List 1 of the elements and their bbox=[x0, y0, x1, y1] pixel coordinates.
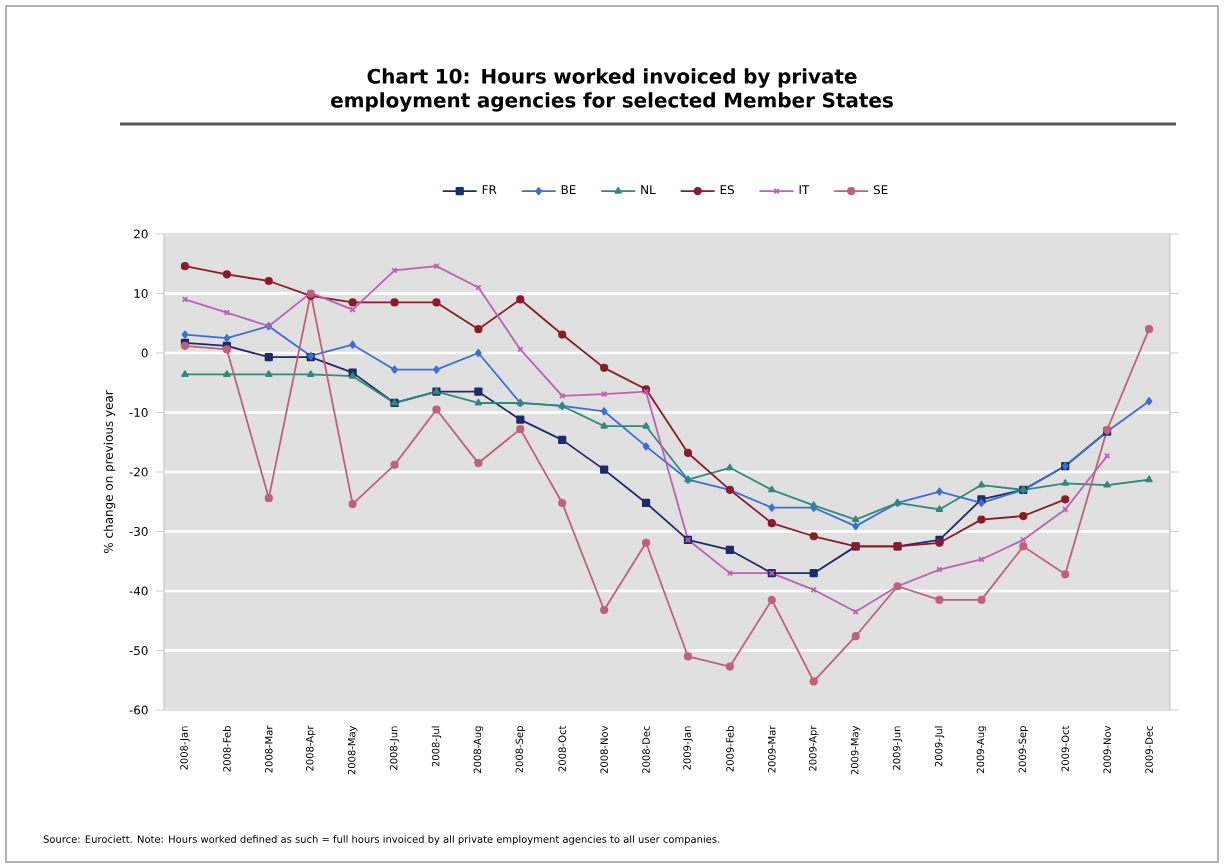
chart-title: Chart 10: Hours worked invoiced by private employment agencies for selected Member States bbox=[331, 68, 893, 112]
